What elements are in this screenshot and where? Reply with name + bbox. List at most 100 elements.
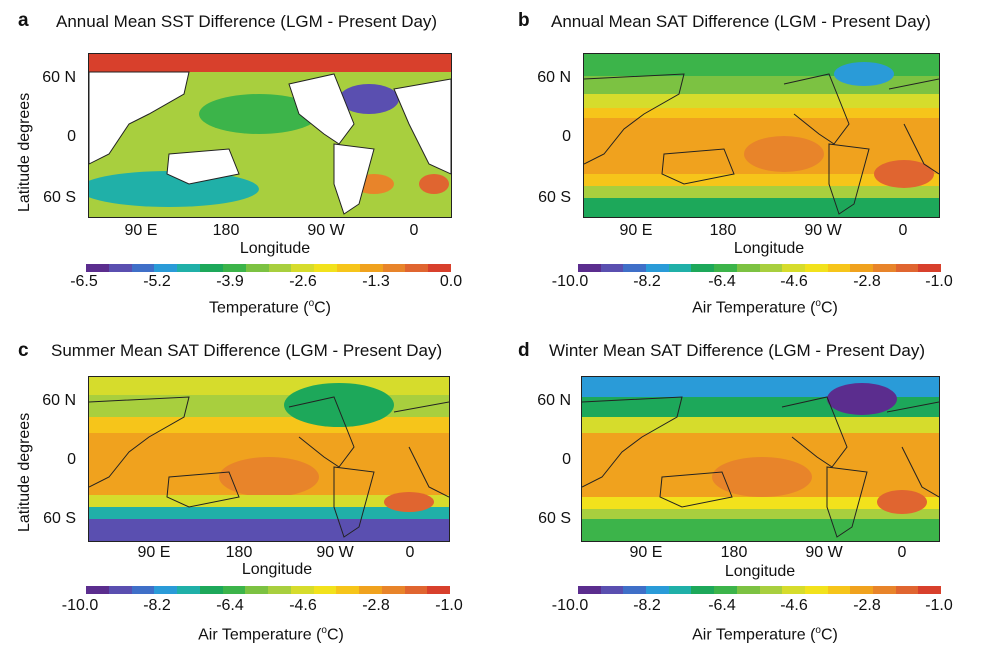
cblabel-b: Air Temperature (oC) bbox=[692, 298, 838, 317]
map-a-natl-cold bbox=[339, 84, 399, 114]
map-b-band-s2 bbox=[584, 186, 939, 198]
colorbar-swatch bbox=[245, 264, 269, 272]
map-d-cold-spot bbox=[827, 383, 897, 415]
map-d-coast-australia bbox=[659, 471, 733, 508]
cblabel-c: Air Temperature (oC) bbox=[198, 625, 344, 644]
colorbar-swatch bbox=[827, 264, 851, 272]
colorbar-swatch bbox=[895, 586, 919, 594]
map-d-band-s2 bbox=[582, 509, 939, 519]
colorbar-c bbox=[86, 586, 450, 594]
colorbar-swatch bbox=[359, 264, 383, 272]
colorbar-swatch bbox=[804, 264, 828, 272]
cbtick-b-4: -2.8 bbox=[853, 273, 881, 290]
colorbar-swatch bbox=[131, 586, 155, 594]
colorbar-swatch bbox=[691, 264, 715, 272]
map-b bbox=[583, 53, 940, 218]
xtick-c-3: 0 bbox=[405, 544, 415, 561]
xtick-a-0: 90 E bbox=[124, 222, 158, 239]
colorbar-swatch bbox=[313, 586, 337, 594]
ytick-a-2: 60 S bbox=[43, 189, 76, 206]
colorbar-swatch bbox=[691, 586, 715, 594]
colorbar-swatch bbox=[759, 264, 783, 272]
colorbar-b bbox=[578, 264, 941, 272]
map-a-land-samerica bbox=[333, 143, 375, 215]
cbtick-b-0: -10.0 bbox=[551, 273, 589, 290]
colorbar-swatch bbox=[918, 264, 941, 272]
colorbar-swatch bbox=[200, 264, 223, 272]
map-c-band-n0 bbox=[89, 377, 449, 395]
cbtick-b-2: -6.4 bbox=[708, 273, 736, 290]
ytick-a-1: 0 bbox=[67, 128, 76, 145]
xtick-d-2: 90 W bbox=[805, 544, 843, 561]
cbtick-d-5: -1.0 bbox=[925, 597, 953, 614]
colorbar-swatch bbox=[872, 264, 896, 272]
colorbar-swatch bbox=[336, 264, 360, 272]
map-a-land-australia bbox=[166, 148, 240, 185]
colorbar-swatch bbox=[131, 264, 155, 272]
ytick-d-2: 60 S bbox=[538, 510, 571, 527]
map-b-band-n3 bbox=[584, 108, 939, 118]
map-c-coast-asia bbox=[89, 396, 190, 488]
cbtick-c-0: -10.0 bbox=[61, 597, 99, 614]
ytick-d-1: 0 bbox=[562, 451, 571, 468]
map-c-band-n2 bbox=[89, 417, 449, 433]
xtick-b-0: 90 E bbox=[619, 222, 653, 239]
map-a-safr-warm bbox=[419, 174, 449, 194]
xtick-b-3: 0 bbox=[898, 222, 908, 239]
cbtick-d-4: -2.8 bbox=[853, 597, 881, 614]
colorbar-swatch bbox=[404, 586, 428, 594]
map-b-antarctic bbox=[584, 198, 939, 217]
colorbar-swatch bbox=[646, 264, 669, 272]
xlabel-b: Longitude bbox=[733, 240, 805, 257]
map-a-southern-band bbox=[89, 171, 259, 207]
cbtick-a-1: -5.2 bbox=[143, 273, 171, 290]
colorbar-swatch bbox=[600, 586, 624, 594]
map-c-coast-namerica bbox=[288, 396, 355, 468]
colorbar-swatch bbox=[222, 264, 246, 272]
colorbar-swatch bbox=[578, 586, 601, 594]
map-c-band-s1 bbox=[89, 495, 449, 507]
colorbar-swatch bbox=[646, 586, 669, 594]
map-b-warm-spot bbox=[874, 160, 934, 188]
xlabel-a: Longitude bbox=[239, 240, 311, 257]
ytick-d-0: 60 N bbox=[537, 392, 571, 409]
panel-label-c: c bbox=[18, 340, 29, 361]
ytick-a-0: 60 N bbox=[42, 69, 76, 86]
panel-label-a: a bbox=[18, 10, 29, 31]
map-c-band-s2 bbox=[89, 507, 449, 519]
cbtick-b-1: -8.2 bbox=[633, 273, 661, 290]
colorbar-swatch bbox=[86, 586, 109, 594]
colorbar-swatch bbox=[428, 264, 451, 272]
colorbar-a bbox=[86, 264, 451, 272]
cbtick-d-2: -6.4 bbox=[708, 597, 736, 614]
colorbar-swatch bbox=[714, 264, 737, 272]
colorbar-swatch bbox=[359, 586, 382, 594]
map-a-land-asia bbox=[89, 71, 190, 165]
map-c-warm-spot bbox=[384, 492, 434, 512]
cbtick-c-5: -1.0 bbox=[435, 597, 463, 614]
colorbar-swatch bbox=[736, 264, 760, 272]
map-a-land-namerica bbox=[288, 73, 355, 145]
cblabel-d: Air Temperature (oC) bbox=[692, 625, 838, 644]
colorbar-swatch bbox=[623, 264, 647, 272]
map-c-coast-australia bbox=[166, 471, 240, 508]
colorbar-swatch bbox=[714, 586, 737, 594]
map-d-coast-samerica bbox=[826, 466, 868, 538]
map-b-coast-namerica bbox=[783, 73, 850, 145]
map-d-band-n2 bbox=[582, 417, 939, 433]
xtick-c-2: 90 W bbox=[316, 544, 354, 561]
xtick-a-2: 90 W bbox=[307, 222, 345, 239]
colorbar-swatch bbox=[850, 264, 873, 272]
colorbar-swatch bbox=[108, 264, 132, 272]
panel-label-b: b bbox=[518, 10, 530, 31]
colorbar-swatch bbox=[268, 586, 291, 594]
map-b-coast-australia bbox=[661, 148, 735, 185]
map-c-cold-namerica bbox=[284, 383, 394, 427]
cbtick-a-4: -1.3 bbox=[362, 273, 390, 290]
map-b-coast-samerica bbox=[828, 143, 870, 215]
colorbar-swatch bbox=[668, 586, 692, 594]
map-c-coast-africa bbox=[393, 401, 449, 498]
colorbar-swatch bbox=[382, 264, 406, 272]
map-c bbox=[88, 376, 450, 542]
map-d-coast-africa bbox=[886, 401, 939, 498]
